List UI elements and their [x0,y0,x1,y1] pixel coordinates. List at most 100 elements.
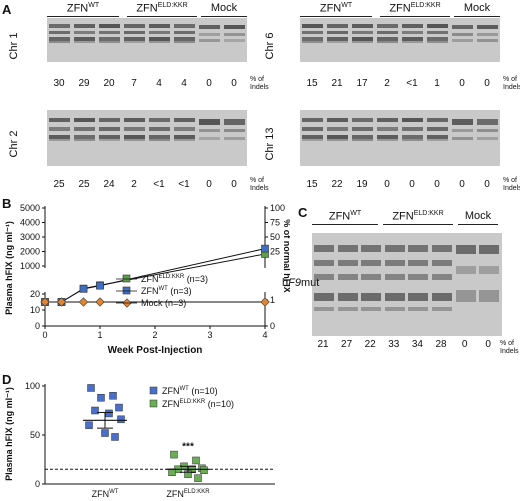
c-gel-band [384,307,405,312]
c-gel-band [455,245,476,254]
gel-band [452,136,473,141]
b-legend-label-base: ZFN [141,274,159,284]
gel-band [99,24,120,28]
d-legend-label-base: ZFN [162,399,180,409]
d-legend-label-base: ZFN [162,386,180,396]
indel-value: 0 [484,179,490,190]
c-gel-band [337,307,358,312]
gel-band [174,134,195,140]
c-gel-band [361,292,382,301]
gel-lane [124,110,145,166]
gel-band [302,37,323,41]
gel-band [224,39,245,42]
b-ytick-label: 2000 [20,247,40,257]
indel-value: 0 [409,179,415,190]
c-gel-band [408,274,429,281]
indel-value: 0 [459,179,465,190]
b-point [95,297,105,307]
b-point [40,297,50,307]
c-gel-lane [314,233,334,336]
gel-band [302,31,323,35]
c-gel-lane [479,233,500,336]
indel-value: 30 [53,78,65,89]
d-category-label: ZFNWT [92,489,119,499]
b-legend-label: ZFNELD:KKR (n=3) [141,274,208,284]
gel-band [124,126,145,131]
gel-band [174,139,195,142]
gel-band [74,24,95,28]
indel-value: 20 [103,78,115,89]
c-group-header-wt-bar [312,224,378,225]
c-gel-band [384,292,405,301]
gel-band [224,129,245,133]
gel-band [402,126,423,131]
panel-d-label: D [2,372,12,387]
b-point [79,285,88,293]
gel-lane [452,110,473,166]
indel-axis-label: % of Indels [503,76,520,91]
d-legend-marker [149,386,158,395]
indel-value: 15 [306,78,318,89]
d-point [111,433,119,441]
gel-band [477,129,498,133]
gel-band [199,129,220,133]
gel-band [174,117,195,123]
gel-band [327,117,348,123]
indel-value: 24 [103,179,115,190]
c-gel-band [361,274,382,281]
panel-a-label: A [2,2,12,17]
gel-band [49,31,70,35]
indel-value: 1 [434,78,440,89]
gel-band [377,31,398,35]
b-ytick-label: 10 [30,305,40,315]
c-group-header-wt-sup: WT [350,210,362,217]
c-gel-lane [408,233,429,336]
d-point [109,392,117,400]
b-xtick-label: 0 [42,330,47,340]
d-significance: *** [182,442,194,453]
gel-band [477,25,498,30]
gel-image [300,110,500,166]
gel-band [124,31,145,35]
group-header-eld-bar [380,16,450,17]
gel-band [149,117,170,123]
gel-band [199,25,220,30]
indel-value: 29 [78,78,90,89]
gel-lane [327,110,348,166]
c-group-header-mock: Mock [464,210,492,222]
gel-band [74,37,95,41]
c-gel-band [408,245,429,252]
group-header-eld-sup: ELD:KKR [410,2,441,9]
c-group-header-eld-sup: ELD:KKR [413,210,444,217]
c-gel-band [361,245,382,252]
gel-band [49,139,70,142]
gel-band [402,31,423,35]
b-legend-label-suffix: (n=3) [184,274,208,284]
c-indel-value: 22 [364,339,376,350]
b-xlabel: Week Post-Injection [108,345,203,356]
gel-band [199,39,220,42]
c-gel-band [361,259,382,266]
gel-band [352,126,373,131]
group-header-eld: ZFNELD:KKR [136,2,188,15]
b-ylabel: Plasma hFIX (ng ml⁻¹) [4,221,14,315]
gel-band [149,31,170,35]
b-point [260,297,270,307]
d-point [105,409,113,418]
gel-band [477,136,498,141]
gel-band [427,126,448,131]
gel-band [74,31,95,35]
c-gel-band [432,259,452,266]
group-header-wt: ZFNWT [66,2,100,15]
gel-band [149,139,170,142]
c-group-header-mock-bar [458,224,498,225]
gel-lane [452,18,473,62]
chromosome-label: Chr 1 [8,32,20,60]
gel-lane [427,110,448,166]
gel-lane [352,110,373,166]
group-header-mock-bar [201,16,247,17]
gel-band [327,31,348,35]
d-point [117,415,125,424]
gel-band [327,24,348,28]
